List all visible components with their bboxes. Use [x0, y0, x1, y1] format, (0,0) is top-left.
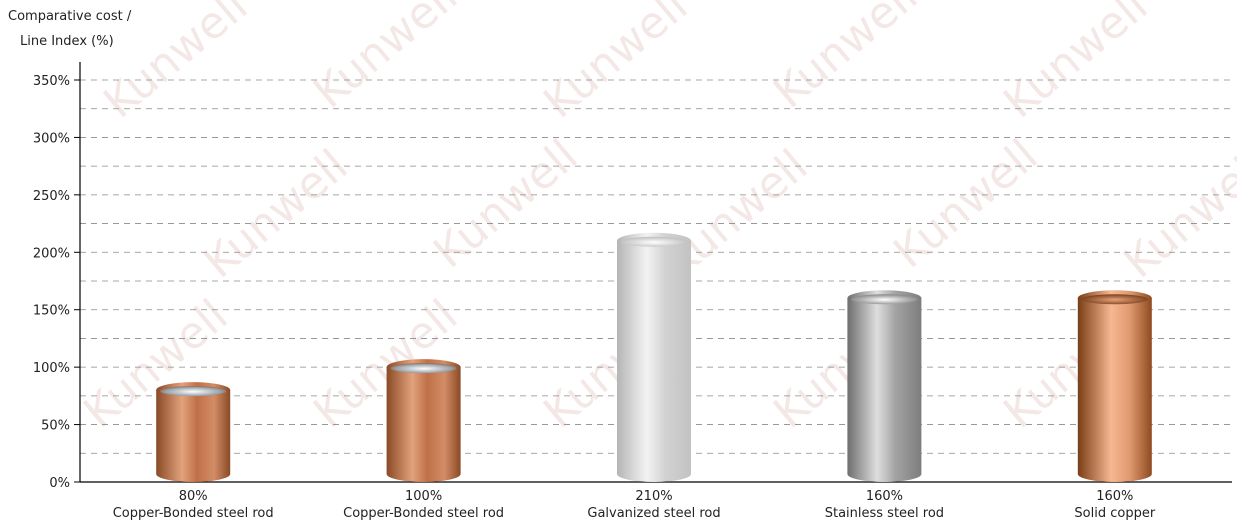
bar-3: [617, 232, 691, 482]
bar-category-label: Galvanized steel rod: [587, 506, 720, 521]
y-tick-label: 200%: [33, 246, 70, 261]
bar-category-label: Copper-Bonded steel rod: [113, 506, 274, 521]
bar-2: [386, 359, 461, 482]
bar-body: [156, 390, 231, 482]
y-tick-label: 350%: [33, 74, 70, 89]
bar-1: [156, 382, 231, 482]
bar-top-face: [160, 386, 227, 397]
bar-body: [617, 240, 691, 482]
bar-4: [847, 290, 922, 482]
y-axis-label-line2: Line Index (%): [20, 34, 114, 49]
bar-value-label: 210%: [635, 489, 672, 504]
y-tick-label: 100%: [33, 361, 70, 376]
bar-5: [1077, 290, 1152, 482]
bar-labels: 80% Copper-Bonded steel rod 100% Copper-Bon…: [113, 489, 1156, 521]
bar-body: [847, 298, 922, 482]
y-axis-ticks: 0% 50% 100% 150% 200% 250% 300% 350%: [33, 74, 80, 491]
y-tick-label: 250%: [33, 189, 70, 204]
watermark-text: Kunwell: [194, 140, 357, 288]
watermark-text: Kunwell: [884, 130, 1047, 278]
bar-top-face: [621, 236, 687, 247]
bar-top-face: [390, 363, 457, 374]
y-tick-label: 50%: [41, 419, 70, 434]
watermark-text: Kunwell: [304, 0, 467, 118]
bar-top-face: [851, 294, 918, 305]
bars: [156, 232, 1152, 482]
bar-value-label: 160%: [1096, 489, 1133, 504]
bar-category-label: Solid copper: [1074, 506, 1155, 521]
bar-top-face: [1081, 294, 1148, 305]
y-axis-label-line1: Comparative cost /: [8, 9, 132, 24]
y-tick-label: 0%: [49, 476, 70, 491]
bar-body: [1077, 298, 1152, 482]
bar-category-label: Stainless steel rod: [825, 506, 944, 521]
watermark-text: Kunwell: [534, 0, 697, 128]
watermark-text: Kunwell: [994, 0, 1157, 128]
y-tick-label: 300%: [33, 131, 70, 146]
bar-value-label: 80%: [179, 489, 208, 504]
bar-value-label: 100%: [405, 489, 442, 504]
watermark-text: Kunwell: [1114, 140, 1237, 288]
watermark-text: Kunwell: [424, 130, 587, 278]
bar-value-label: 160%: [866, 489, 903, 504]
watermark-text: Kunwell: [764, 0, 927, 118]
y-tick-label: 150%: [33, 304, 70, 319]
bar-category-label: Copper-Bonded steel rod: [343, 506, 504, 521]
bar-body: [386, 367, 461, 482]
